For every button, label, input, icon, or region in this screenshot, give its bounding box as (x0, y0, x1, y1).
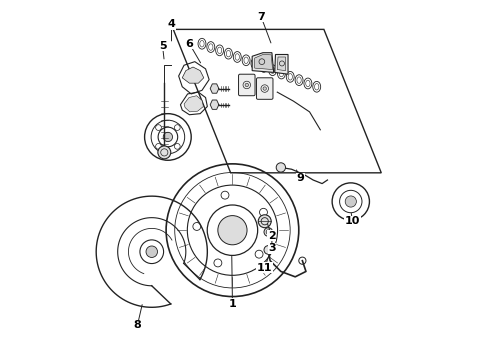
Polygon shape (184, 96, 203, 112)
Polygon shape (182, 67, 204, 83)
Text: 6: 6 (186, 39, 194, 49)
Text: 9: 9 (296, 173, 304, 183)
Text: 11: 11 (257, 263, 272, 273)
Circle shape (345, 196, 356, 207)
Polygon shape (210, 84, 219, 93)
Text: 1: 1 (228, 299, 236, 309)
Text: 10: 10 (345, 216, 360, 226)
Polygon shape (277, 57, 286, 71)
Text: 7: 7 (257, 12, 265, 22)
Polygon shape (252, 53, 274, 72)
Circle shape (218, 216, 247, 245)
Circle shape (263, 87, 267, 90)
Text: 8: 8 (134, 320, 141, 330)
Text: 4: 4 (168, 19, 175, 29)
Circle shape (158, 146, 171, 159)
Circle shape (276, 163, 286, 172)
Circle shape (146, 246, 157, 257)
Circle shape (258, 215, 271, 228)
Text: 3: 3 (268, 243, 276, 253)
Polygon shape (210, 100, 219, 109)
Text: 5: 5 (159, 41, 166, 50)
Polygon shape (275, 54, 288, 74)
Circle shape (163, 132, 172, 141)
FancyBboxPatch shape (256, 78, 273, 99)
Polygon shape (255, 54, 272, 69)
FancyBboxPatch shape (239, 74, 255, 96)
Text: 2: 2 (268, 231, 276, 240)
Circle shape (245, 83, 248, 87)
Circle shape (264, 246, 272, 254)
Circle shape (264, 228, 272, 236)
